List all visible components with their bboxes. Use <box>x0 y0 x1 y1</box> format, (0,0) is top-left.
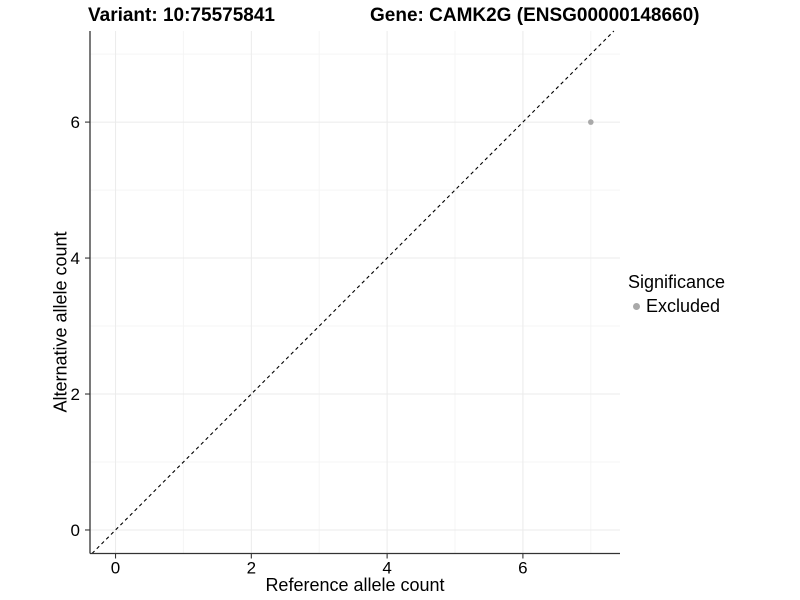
legend-item-excluded: Excluded <box>628 296 725 317</box>
y-tick-label: 2 <box>71 385 80 404</box>
legend-item-label: Excluded <box>646 296 721 316</box>
excluded-point-swatch <box>633 303 640 310</box>
y-tick-label: 6 <box>71 113 80 132</box>
legend: Significance Excluded <box>628 272 725 317</box>
x-tick-label: 4 <box>382 559 391 578</box>
data-point <box>588 119 594 125</box>
y-axis-title: Alternative allele count <box>50 231 71 413</box>
x-axis-title: Reference allele count <box>265 575 445 595</box>
x-tick-label: 0 <box>111 559 120 578</box>
gene-title: Gene: CAMK2G (ENSG00000148660) <box>370 5 700 26</box>
y-tick-label: 0 <box>71 521 80 540</box>
variant-title: Variant: 10:75575841 <box>88 5 275 26</box>
y-tick-label: 4 <box>71 249 80 268</box>
x-tick-label: 6 <box>518 559 527 578</box>
x-tick-label: 2 <box>247 559 256 578</box>
identity-line <box>91 30 615 554</box>
legend-title: Significance <box>628 272 726 292</box>
